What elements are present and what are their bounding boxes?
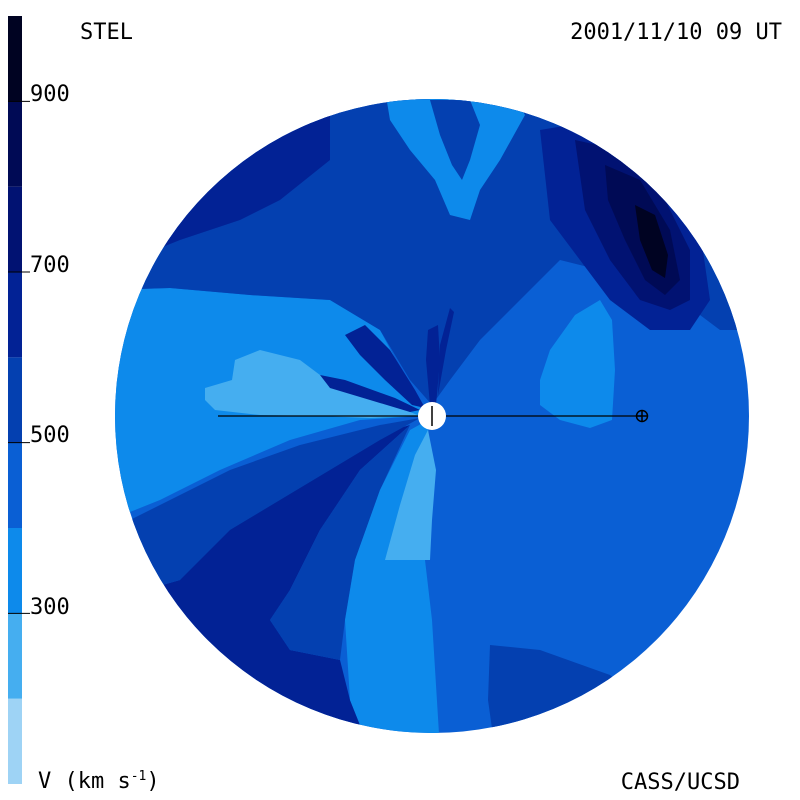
contour-region-left-patch: [205, 350, 420, 418]
contour-region-lower-left-mid-2: [270, 425, 410, 660]
color-scale-band-0: [8, 698, 22, 784]
color-scale-band-7: [8, 101, 22, 187]
color-scale-band-1: [8, 613, 22, 699]
contour-region-lower-left-mid: [115, 418, 420, 600]
scale-tick-label-300: 300: [30, 595, 70, 620]
color-scale-ticks: [8, 100, 30, 614]
scale-tick-label-500: 500: [30, 423, 70, 448]
credit-label: CASS/UCSD: [620, 770, 740, 795]
contour-region-upper-right-peak: [635, 205, 668, 278]
contour-region-lower-center-inner: [385, 430, 436, 560]
units-exponent: -1: [130, 769, 147, 784]
scale-tick-label-900: 900: [30, 82, 70, 107]
color-scale-band-5: [8, 272, 22, 358]
contour-region-top-lobe-inner: [430, 100, 480, 180]
earth-icon: [635, 409, 649, 423]
contour-region-sliver: [290, 492, 314, 508]
contour-region-central-spike-2: [438, 308, 454, 395]
sun-icon: [418, 402, 446, 430]
units-label: V (km s-1): [38, 770, 160, 793]
contour-region-spoke-left: [320, 375, 420, 412]
contour-region-spoke-upper: [345, 325, 425, 408]
contour-region-right-lobe: [540, 300, 615, 428]
color-scale-band-4: [8, 357, 22, 443]
scale-tick-label-700: 700: [30, 253, 70, 278]
contour-region-central-spike: [426, 325, 440, 405]
observatory-label: STEL: [80, 20, 133, 45]
timestamp-label: 2001/11/10 09 UT: [570, 20, 782, 45]
units-prefix: V (km s: [38, 769, 131, 794]
color-scale-band-6: [8, 186, 22, 272]
color-scale-band-3: [8, 442, 22, 528]
color-scale-band-8: [8, 16, 22, 102]
color-scale-band-2: [8, 528, 22, 614]
units-suffix: ): [146, 769, 160, 794]
color-scale-bands: [8, 16, 22, 784]
